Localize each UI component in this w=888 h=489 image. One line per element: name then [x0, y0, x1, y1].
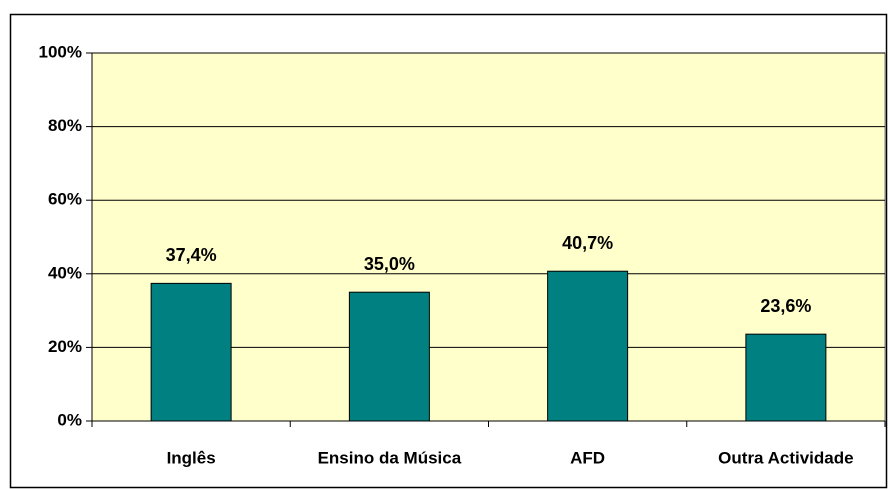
- bar: [745, 333, 827, 422]
- x-tick-label: AFD: [570, 448, 605, 467]
- y-tick-label: 0%: [57, 410, 82, 429]
- y-tick-label: 100%: [39, 42, 82, 61]
- x-tick-label: Inglês: [167, 448, 216, 467]
- data-label: 40,7%: [562, 233, 613, 253]
- y-tick-label: 20%: [48, 337, 82, 356]
- data-label: 35,0%: [364, 254, 415, 274]
- bar: [348, 291, 430, 422]
- y-tick-label: 40%: [48, 263, 82, 282]
- x-tick-label: Ensino da Música: [318, 448, 462, 467]
- y-tick-label: 60%: [48, 190, 82, 209]
- y-tick-label: 80%: [48, 116, 82, 135]
- bar: [547, 270, 629, 422]
- bar: [150, 282, 232, 422]
- data-label: 37,4%: [166, 245, 217, 265]
- data-label: 23,6%: [760, 296, 811, 316]
- x-tick-label: Outra Actividade: [718, 448, 853, 467]
